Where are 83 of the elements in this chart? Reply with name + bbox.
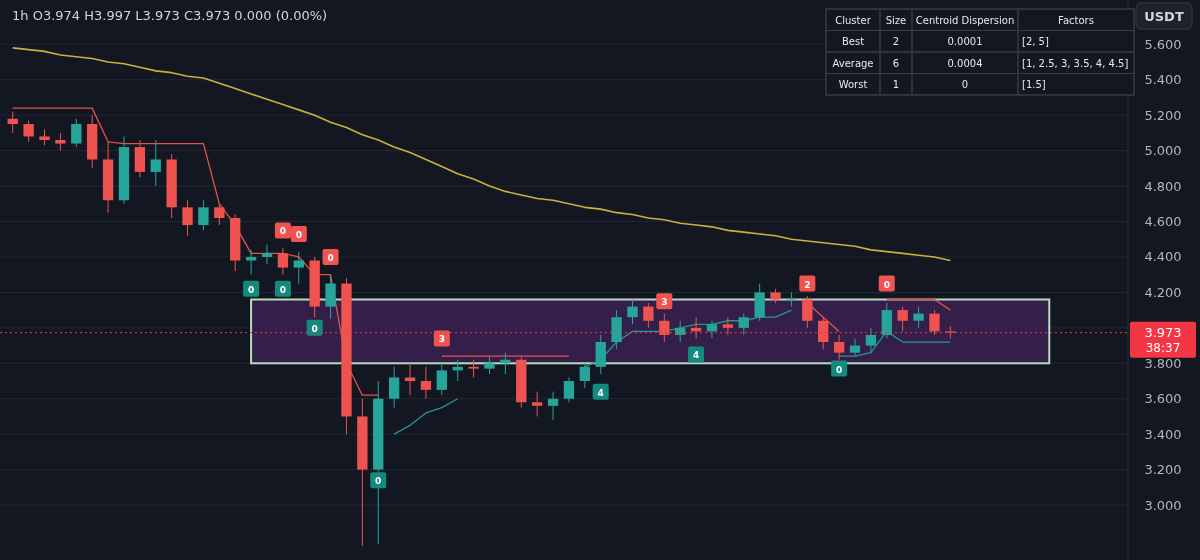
y-tick-label: 5.600: [1144, 36, 1182, 52]
y-tick-label: 3.200: [1144, 462, 1182, 478]
candlestick: [643, 302, 654, 329]
annotation: 0: [295, 229, 302, 240]
y-tick-label: 3.800: [1144, 355, 1182, 371]
annotation: 3: [661, 297, 668, 308]
annotation: 0: [279, 284, 287, 295]
annotation: 0: [279, 226, 287, 237]
text: 0.0004: [947, 57, 983, 69]
candlestick: [277, 247, 289, 276]
candlestick: [706, 320, 718, 339]
candlestick: [182, 199, 193, 237]
candlestick: [214, 203, 225, 226]
y-tick-label: 4.800: [1144, 178, 1182, 194]
text: 1h O3.974 H3.997 L3.973 C3.973 0.000 (0.00%): [12, 8, 328, 23]
category-label: Factors: [1058, 14, 1094, 26]
candlestick: [388, 366, 400, 409]
text: [1.5]: [1022, 79, 1046, 90]
text: Average: [832, 57, 874, 69]
candlestick: [913, 306, 924, 329]
candlestick: [929, 309, 940, 336]
annotation: 2: [804, 279, 811, 290]
text: 6: [892, 57, 900, 69]
text: 38:37: [1145, 340, 1181, 355]
y-tick-label: 3.000: [1144, 497, 1182, 513]
candlestick: [245, 249, 257, 276]
text: 0.0001: [947, 36, 983, 47]
y-tick-label: 3.600: [1144, 391, 1182, 407]
annotation: 3: [438, 334, 445, 345]
candlestick: [579, 362, 590, 389]
y-tick-label: 4.400: [1144, 249, 1182, 265]
candlestick: [818, 316, 829, 350]
candlestick: [722, 316, 734, 336]
candlestick: [659, 313, 670, 343]
text: 0: [961, 79, 969, 90]
ref-line-label: 3.973: [1144, 324, 1182, 340]
candlestick: [150, 139, 161, 187]
candlestick: [261, 244, 273, 265]
candlestick: [833, 334, 845, 361]
candlestick: [849, 337, 861, 357]
candlestick: [865, 327, 877, 354]
candlestick: [786, 291, 797, 308]
text: 1: [892, 79, 900, 90]
text: 2: [892, 36, 900, 47]
candlestick: [420, 366, 432, 400]
category-label: Centroid Dispersion: [915, 14, 1015, 26]
y-tick-label: 5.400: [1144, 72, 1182, 88]
category-label: Size: [885, 14, 907, 26]
annotation: 4: [597, 387, 604, 398]
candlestick: [627, 298, 638, 325]
annotation: 0: [883, 279, 890, 290]
candlestick: [897, 306, 908, 332]
candlestick: [547, 391, 559, 421]
annotation: 4: [692, 350, 700, 361]
text: [2, 5]: [1022, 36, 1049, 47]
annotation: 0: [311, 323, 318, 334]
candlestick: [675, 320, 686, 343]
category-label: Cluster: [835, 14, 872, 26]
annotation: 0: [375, 476, 382, 487]
y-tick-label: 5.000: [1144, 143, 1182, 159]
y-tick-label: 4.200: [1144, 284, 1182, 300]
candlestick: [738, 313, 749, 336]
annotation: 0: [247, 284, 255, 295]
candlestick: [7, 111, 18, 134]
text: Worst: [838, 79, 868, 90]
text: [1, 2.5, 3, 3.5, 4, 4.5]: [1022, 57, 1129, 69]
candlestick: [563, 376, 575, 403]
candlestick: [532, 391, 543, 417]
y-tick-label: 3.400: [1144, 426, 1182, 442]
candlestick: [325, 274, 336, 320]
annotation: 0: [835, 364, 843, 375]
candlestick: [23, 120, 34, 143]
candlestick: [802, 295, 813, 329]
candlestick: [71, 118, 82, 148]
candlestick: [404, 362, 416, 396]
y-tick-label: 5.200: [1144, 107, 1182, 123]
annotation: 0: [327, 252, 334, 263]
candlestick: [436, 362, 447, 396]
candlestick: [293, 251, 304, 285]
y-axis-title: USDT: [1144, 9, 1184, 24]
candlestick: [198, 199, 209, 231]
y-tick-label: 4.600: [1144, 214, 1182, 230]
text: Best: [841, 36, 865, 47]
